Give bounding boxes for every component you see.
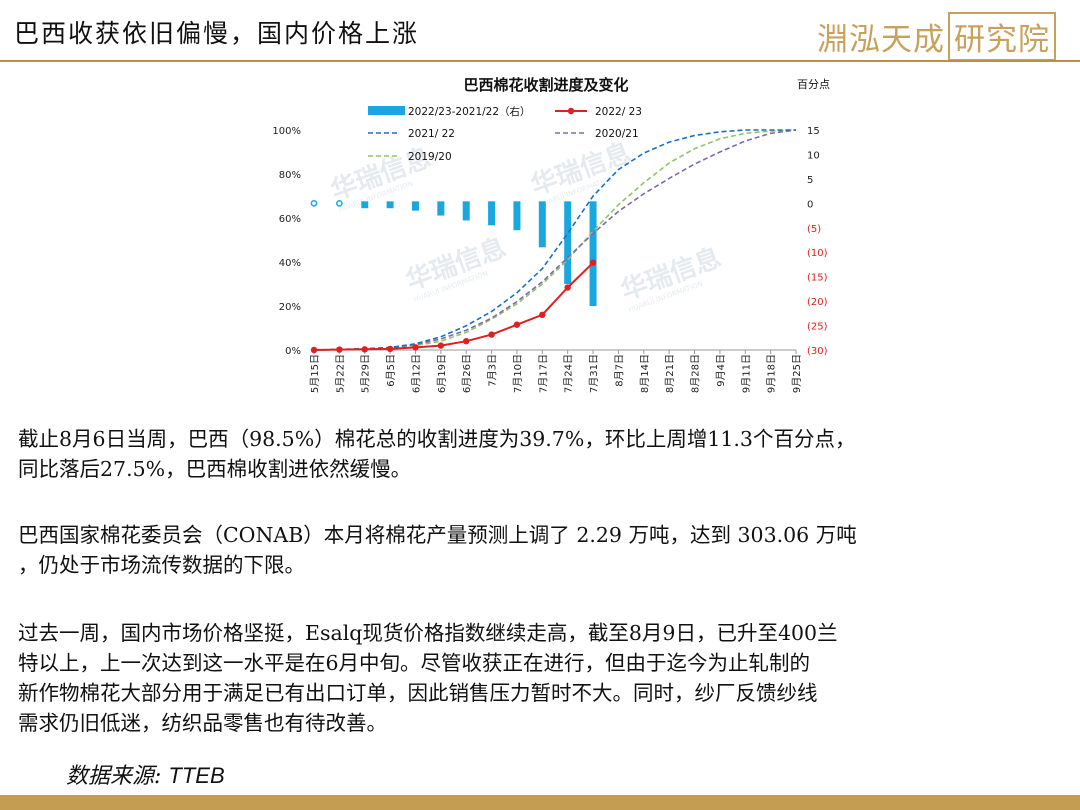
series-point [412,344,419,351]
x-axis-tick-label: 9月4日 [715,354,727,387]
paragraph-line: 截止8月6日当周，巴西（98.5%）棉花总的收割进度为39.7%，环比上周增11… [18,427,856,451]
x-axis-tick-label: 8月14日 [639,354,651,393]
x-axis-tick-label: 5月22日 [334,354,346,393]
right-axis-tick: (30) [807,346,828,357]
x-axis-tick-label: 7月17日 [537,354,549,393]
header-divider [0,60,1080,62]
series-point [437,342,445,349]
source-label: 数据来源: [66,764,162,789]
paragraph-1: 截止8月6日当周，巴西（98.5%）棉花总的收割进度为39.7%，环比上周增11… [18,424,1068,484]
legend-marker [567,107,575,115]
legend-label: 2021/ 22 [408,128,455,140]
paragraph-2: 巴西国家棉花委员会（CONAB）本月将棉花产量预测上调了 2.29 万吨，达到 … [18,520,1068,580]
legend-label: 2019/20 [408,151,452,163]
right-axis-tick: (15) [807,273,828,284]
left-axis-tick: 60% [279,214,301,225]
paragraph-line: 巴西国家棉花委员会（CONAB）本月将棉花产量预测上调了 2.29 万吨，达到 … [18,523,857,547]
x-axis-tick-label: 8月7日 [613,354,625,387]
paragraph-line: ，仍处于市场流传数据的下限。 [18,553,305,577]
right-axis-tick: (5) [807,224,821,235]
series-point [488,331,495,338]
data-source: 数据来源: TTEB [66,758,225,790]
series-point [513,321,521,328]
diff-bar [589,201,597,306]
series-point [463,338,470,345]
left-axis-tick: 0% [285,346,301,357]
x-axis-tick-label: 7月24日 [563,354,575,393]
diff-bar [411,201,419,211]
x-axis-tick-label: 9月11日 [740,354,752,393]
footer-bar [0,795,1080,810]
x-axis-tick-label: 8月28日 [690,354,702,393]
right-axis-tick: 5 [807,175,813,186]
series-line [313,261,594,351]
series-point [564,284,571,291]
logo-text: 淵泓天成 [817,22,945,58]
diff-bar [361,201,369,209]
diff-bar [437,201,445,216]
paragraph-line: 过去一周，国内市场价格坚挺，Esalq现货价格指数继续走高，截至8月9日，已升至… [18,621,838,645]
legend-label: 2022/ 23 [595,106,642,118]
series-point [310,346,318,354]
diff-bar [513,201,521,231]
paragraph-line: 特以上，上一次达到这一水平是在6月中旬。尽管收获正在进行，但由于迄今为止轧制的 [18,651,811,675]
x-axis-tick-label: 7月3日 [487,354,499,387]
series-point [386,345,394,353]
x-axis-tick-label: 5月29日 [360,354,372,393]
source-value: TTEB [168,763,225,788]
paragraph-3: 过去一周，国内市场价格坚挺，Esalq现货价格指数继续走高，截至8月9日，已升至… [18,618,1068,738]
legend-label: 2020/21 [595,128,639,140]
right-axis-tick: (20) [807,297,828,308]
left-axis-tick: 100% [272,126,301,137]
series-point [589,259,597,266]
slide-title: 巴西收获依旧偏慢，国内价格上涨 [14,19,420,48]
right-axis-tick: 0 [807,199,813,210]
x-axis-tick-label: 6月12日 [410,354,422,393]
x-axis-tick-label: 6月19日 [436,354,448,393]
x-axis-tick-label: 9月18日 [766,354,778,393]
x-axis-tick-label: 7月10日 [512,354,524,393]
legend-swatch [368,106,405,115]
right-axis-unit: 百分点 [797,78,830,91]
diff-bar [564,201,572,284]
legend-label: 2022/23-2021/22（右） [408,105,531,118]
chart-title: 巴西棉花收割进度及变化 [463,76,628,94]
right-axis-tick: 10 [807,150,820,161]
diff-bar [336,199,343,207]
diff-bar [462,201,470,221]
paragraph-line: 需求仍旧低迷，纺织品零售也有待改善。 [18,711,387,735]
series-point [336,346,343,353]
right-axis-tick: (25) [807,322,828,333]
x-axis-tick-label: 6月26日 [461,354,473,393]
diff-bar [488,201,496,226]
brand-logo: 淵泓天成 研究院 [817,12,1056,61]
diff-bar [386,201,394,209]
paragraph-line: 新作物棉花大部分用于满足已有出口订单，因此销售压力暂时不大。同时，纱厂反馈纱线 [18,681,818,705]
x-axis-tick-label: 8月21日 [664,354,676,393]
paragraph-line: 同比落后27.5%，巴西棉收割进依然缓慢。 [18,457,412,481]
diff-bar [538,201,546,248]
left-axis-tick: 40% [279,258,301,269]
x-axis-tick-label: 9月25日 [791,354,803,393]
series-point [539,311,546,318]
x-axis-tick-label: 5月15日 [309,354,321,393]
logo-box-text: 研究院 [948,12,1056,61]
left-axis-tick: 80% [279,170,301,181]
right-axis-tick: (10) [807,248,828,259]
x-axis-tick-label: 7月31日 [588,354,600,393]
series-point [361,346,368,353]
left-axis-tick: 20% [279,302,301,313]
right-axis-tick: 15 [807,126,820,137]
x-axis-tick-label: 6月5日 [385,354,397,387]
series-line [313,129,796,351]
diff-bar [310,199,318,207]
